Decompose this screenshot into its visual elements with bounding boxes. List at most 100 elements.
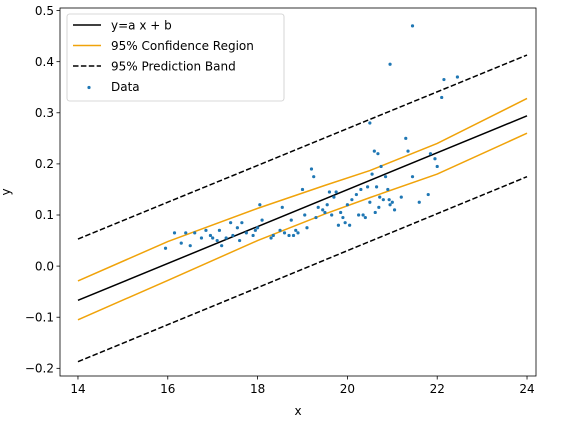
data-point	[208, 233, 213, 238]
data-point	[374, 185, 379, 189]
data-point	[235, 226, 239, 230]
data-point	[282, 231, 287, 235]
data-point	[238, 238, 242, 243]
data-point	[363, 215, 367, 220]
x-tick-label: 24	[519, 382, 534, 396]
data-point	[269, 236, 273, 240]
data-point	[305, 226, 309, 230]
data-point	[341, 215, 345, 220]
data-point	[426, 192, 430, 197]
data-point	[316, 205, 320, 209]
data-point	[296, 231, 300, 235]
data-point	[193, 231, 197, 235]
legend: y=a x + b 95% Confidence Region 95% Predic…	[66, 13, 285, 102]
data-point	[376, 152, 380, 156]
data-point	[294, 228, 298, 232]
data-point	[359, 187, 363, 192]
data-point	[366, 185, 370, 189]
data-point	[255, 226, 260, 230]
axes-layer: 14 16 18 20 22 24 −0.2 −0.1 0.0 0.1 0.2 0.3 0.4 0.5	[25, 4, 537, 396]
data-point	[224, 236, 228, 240]
data-point	[251, 233, 255, 238]
data-point	[321, 208, 325, 212]
data-point	[334, 190, 338, 194]
data-point	[417, 200, 421, 204]
data-point	[289, 218, 293, 222]
data-point	[332, 195, 336, 199]
data-point	[300, 187, 305, 192]
data-point	[383, 175, 388, 179]
plot-layer	[77, 24, 528, 363]
data-point	[240, 221, 244, 225]
data-point	[258, 203, 262, 207]
data-point	[410, 24, 415, 28]
data-point	[309, 167, 314, 171]
data-point	[390, 200, 394, 204]
y-axis-label: y	[0, 188, 13, 195]
data-point	[199, 236, 204, 240]
prediction-band-lower	[77, 175, 528, 363]
data-point	[455, 75, 460, 79]
y-tick-label: 0.4	[35, 55, 54, 69]
data-point	[345, 203, 349, 207]
data-point	[387, 198, 391, 202]
data-point	[381, 198, 385, 202]
y-tick-label: 0.5	[35, 4, 54, 18]
fit-line	[77, 115, 528, 302]
data-point	[370, 172, 374, 176]
data-point	[354, 192, 358, 197]
data-point	[361, 213, 365, 217]
data-point	[410, 175, 415, 179]
legend-label: 95% Prediction Band	[111, 59, 236, 73]
y-tick-label: 0.3	[35, 106, 54, 120]
data-point	[291, 233, 296, 238]
data-point	[372, 149, 376, 153]
data-point	[325, 203, 329, 207]
data-point	[377, 205, 381, 209]
data-point	[379, 164, 383, 169]
data-point	[440, 95, 444, 100]
legend-label: y=a x + b	[111, 18, 172, 32]
data-point	[323, 210, 327, 215]
data-point	[435, 164, 439, 169]
data-point	[188, 244, 192, 248]
data-point	[350, 198, 354, 202]
plot-frame	[59, 7, 537, 377]
data-point	[253, 228, 257, 232]
data-point	[406, 149, 410, 153]
data-point	[388, 62, 392, 66]
x-tick-label: 18	[250, 382, 265, 396]
data-point	[163, 246, 168, 250]
data-point	[278, 228, 282, 232]
x-axis-label: x	[294, 404, 301, 418]
x-tick-label: 16	[160, 382, 175, 396]
data-point	[260, 218, 264, 222]
data-point	[287, 233, 291, 238]
data-point	[231, 233, 235, 238]
data-point	[217, 228, 222, 232]
data-point	[211, 236, 215, 240]
data-point	[392, 208, 397, 212]
data-point	[357, 213, 361, 217]
data-point	[271, 233, 275, 238]
y-tick-label: 0.2	[35, 157, 54, 171]
legend-label: 95% Confidence Region	[111, 39, 254, 53]
data-point	[378, 195, 382, 199]
data-point	[442, 77, 446, 82]
x-tick-label: 20	[340, 382, 355, 396]
data-point	[280, 205, 284, 209]
data-point	[172, 231, 177, 235]
data-point	[179, 241, 183, 245]
data-point	[433, 157, 437, 161]
data-point	[368, 200, 372, 204]
x-tick-label: 22	[430, 382, 445, 396]
data-point	[330, 213, 334, 217]
data-point	[348, 223, 352, 227]
data-point	[244, 231, 248, 235]
data-point	[336, 223, 341, 227]
confidence-region-lower	[77, 132, 528, 321]
data-point	[373, 210, 377, 215]
data-point	[184, 231, 188, 235]
plot-area	[77, 24, 528, 363]
y-tick-label: 0.0	[35, 259, 54, 273]
